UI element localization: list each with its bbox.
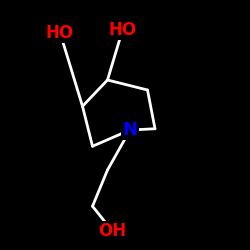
Text: OH: OH [98, 222, 126, 240]
Text: HO: HO [46, 24, 74, 42]
Text: HO: HO [108, 21, 136, 39]
Text: N: N [122, 121, 138, 139]
